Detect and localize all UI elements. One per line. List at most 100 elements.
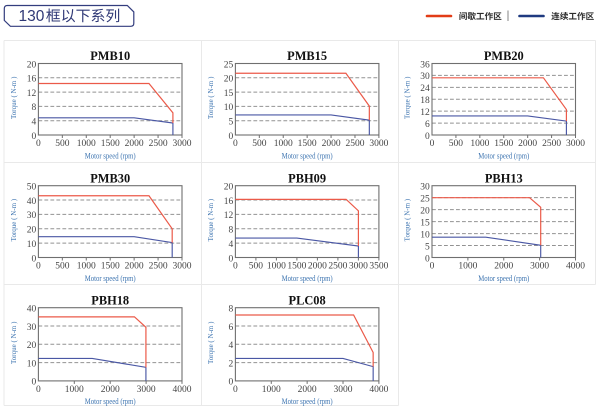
svg-text:Motor speed (rpm): Motor speed (rpm) xyxy=(478,150,529,160)
svg-text:24: 24 xyxy=(420,84,430,94)
svg-text:1500: 1500 xyxy=(101,139,120,149)
svg-text:1000: 1000 xyxy=(267,262,286,272)
svg-text:0: 0 xyxy=(31,254,36,264)
svg-text:10: 10 xyxy=(224,103,234,113)
svg-text:3500: 3500 xyxy=(369,262,388,272)
svg-text:10: 10 xyxy=(27,359,37,369)
svg-text:3000: 3000 xyxy=(137,385,156,395)
svg-text:2000: 2000 xyxy=(101,385,120,395)
svg-text:500: 500 xyxy=(449,139,464,149)
svg-text:Torque ( N-m ): Torque ( N-m ) xyxy=(207,76,215,119)
svg-text:15: 15 xyxy=(420,218,430,228)
svg-text:0: 0 xyxy=(31,132,36,142)
svg-text:5: 5 xyxy=(228,118,233,128)
svg-text:2000: 2000 xyxy=(518,139,537,149)
svg-text:16: 16 xyxy=(224,197,234,207)
svg-text:2000: 2000 xyxy=(494,262,513,272)
svg-text:1000: 1000 xyxy=(262,385,281,395)
svg-text:2500: 2500 xyxy=(328,262,347,272)
svg-text:4000: 4000 xyxy=(566,262,585,272)
svg-text:2: 2 xyxy=(228,359,233,369)
svg-text:2000: 2000 xyxy=(125,139,144,149)
svg-text:15: 15 xyxy=(224,89,234,99)
svg-text:0: 0 xyxy=(430,262,435,272)
svg-text:0: 0 xyxy=(228,132,233,142)
svg-text:36: 36 xyxy=(420,60,430,70)
svg-text:Motor speed (rpm): Motor speed (rpm) xyxy=(85,150,136,160)
svg-text:500: 500 xyxy=(252,139,267,149)
svg-text:1000: 1000 xyxy=(458,262,477,272)
svg-text:500: 500 xyxy=(55,262,70,272)
svg-text:0: 0 xyxy=(233,385,238,395)
svg-text:30: 30 xyxy=(420,183,430,193)
svg-text:0: 0 xyxy=(233,262,238,272)
svg-text:20: 20 xyxy=(224,75,234,85)
svg-text:Torque ( N-m ): Torque ( N-m ) xyxy=(10,321,18,364)
svg-text:Torque ( N-m ): Torque ( N-m ) xyxy=(404,198,412,241)
svg-text:0: 0 xyxy=(430,139,435,149)
svg-text:40: 40 xyxy=(27,197,37,207)
svg-text:50: 50 xyxy=(27,183,37,193)
svg-text:Motor speed (rpm): Motor speed (rpm) xyxy=(478,273,529,283)
svg-text:0: 0 xyxy=(233,139,238,149)
svg-text:2500: 2500 xyxy=(345,139,364,149)
svg-text:Motor speed (rpm): Motor speed (rpm) xyxy=(282,273,333,283)
svg-text:0: 0 xyxy=(31,378,36,388)
svg-text:2500: 2500 xyxy=(149,262,168,272)
svg-text:PMB20: PMB20 xyxy=(484,49,524,63)
svg-text:3000: 3000 xyxy=(566,139,585,149)
svg-text:20: 20 xyxy=(27,341,37,351)
svg-text:0: 0 xyxy=(425,132,430,142)
svg-text:500: 500 xyxy=(55,139,70,149)
svg-text:2500: 2500 xyxy=(149,139,168,149)
svg-text:Torque ( N-m ): Torque ( N-m ) xyxy=(207,321,215,364)
svg-text:40: 40 xyxy=(27,305,37,315)
svg-text:130: 130 xyxy=(19,8,45,25)
svg-text:10: 10 xyxy=(420,230,430,240)
svg-text:0: 0 xyxy=(228,254,233,264)
svg-text:2000: 2000 xyxy=(125,262,144,272)
svg-text:0: 0 xyxy=(425,254,430,264)
svg-text:PMB15: PMB15 xyxy=(287,49,327,63)
svg-text:16: 16 xyxy=(27,75,37,85)
svg-text:4: 4 xyxy=(228,240,233,250)
svg-text:12: 12 xyxy=(420,108,430,118)
svg-text:8: 8 xyxy=(228,305,233,315)
svg-text:PBH18: PBH18 xyxy=(91,293,129,307)
svg-text:30: 30 xyxy=(420,72,430,82)
svg-text:18: 18 xyxy=(420,96,430,106)
svg-text:2000: 2000 xyxy=(308,262,327,272)
svg-text:4000: 4000 xyxy=(173,385,192,395)
svg-text:3000: 3000 xyxy=(173,139,192,149)
svg-text:2500: 2500 xyxy=(542,139,561,149)
svg-text:Torque ( N-m ): Torque ( N-m ) xyxy=(10,76,18,119)
svg-text:Torque ( N-m ): Torque ( N-m ) xyxy=(404,76,412,119)
svg-text:1000: 1000 xyxy=(470,139,489,149)
svg-text:3000: 3000 xyxy=(530,262,549,272)
svg-text:5: 5 xyxy=(425,242,430,252)
svg-text:Motor speed (rpm): Motor speed (rpm) xyxy=(85,396,136,406)
svg-text:PBH13: PBH13 xyxy=(485,171,523,185)
svg-text:6: 6 xyxy=(425,120,430,130)
svg-text:30: 30 xyxy=(27,211,37,221)
svg-text:Motor speed (rpm): Motor speed (rpm) xyxy=(282,396,333,406)
svg-text:1000: 1000 xyxy=(65,385,84,395)
svg-text:30: 30 xyxy=(27,323,37,333)
svg-text:1000: 1000 xyxy=(77,139,96,149)
svg-text:12: 12 xyxy=(27,89,37,99)
svg-text:3000: 3000 xyxy=(173,262,192,272)
svg-text:1500: 1500 xyxy=(287,262,306,272)
svg-text:1500: 1500 xyxy=(494,139,513,149)
svg-text:4000: 4000 xyxy=(369,385,388,395)
svg-text:6: 6 xyxy=(228,323,233,333)
svg-text:Motor speed (rpm): Motor speed (rpm) xyxy=(282,150,333,160)
svg-text:PMB10: PMB10 xyxy=(90,49,130,63)
svg-text:8: 8 xyxy=(228,226,233,236)
svg-text:0: 0 xyxy=(36,139,41,149)
svg-text:500: 500 xyxy=(249,262,264,272)
svg-text:Torque ( N-m ): Torque ( N-m ) xyxy=(10,198,18,241)
svg-text:0: 0 xyxy=(36,262,41,272)
svg-text:PBH09: PBH09 xyxy=(288,171,326,185)
svg-text:1500: 1500 xyxy=(101,262,120,272)
svg-text:Motor speed (rpm): Motor speed (rpm) xyxy=(85,273,136,283)
